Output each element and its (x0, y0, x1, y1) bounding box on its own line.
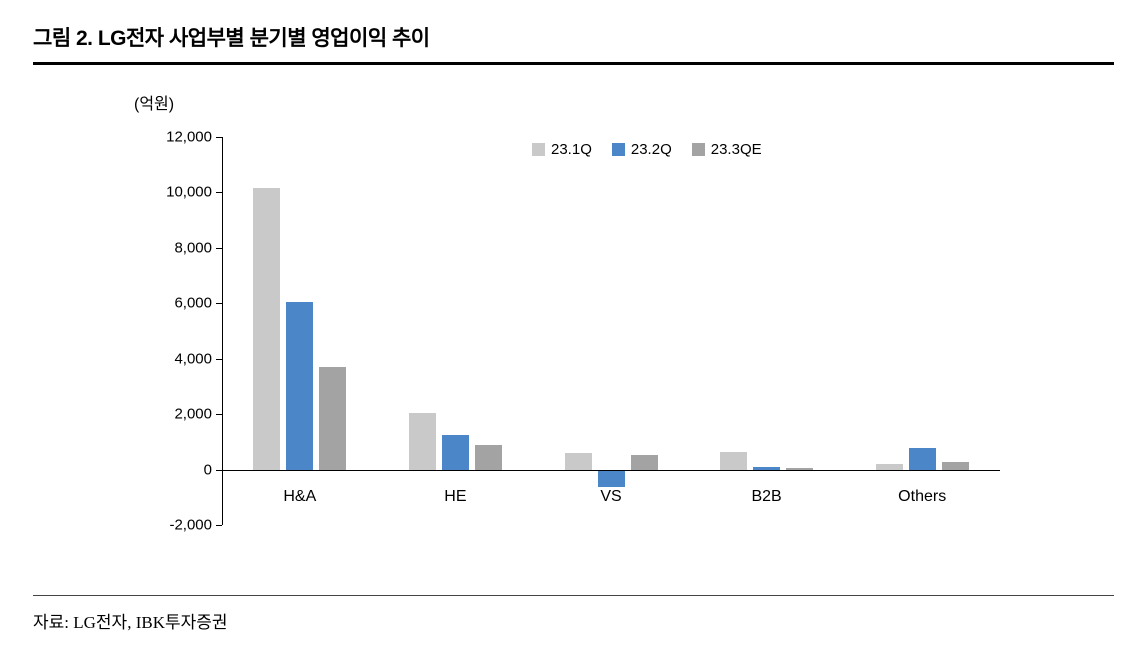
bar-23.3QE-B2B (786, 467, 814, 470)
y-tick-label: 0 (203, 461, 212, 479)
legend-swatch-23.3QE (691, 143, 705, 156)
legend-swatch-23.2Q (611, 143, 625, 156)
legend-item-23.3QE: 23.3QE (691, 141, 762, 158)
category-label-HE: HE (444, 487, 467, 505)
y-tick-label: -2,000 (169, 516, 212, 534)
category-label-B2B: B2B (751, 487, 782, 505)
legend-label-23.2Q: 23.2Q (630, 141, 672, 158)
legend-item-23.1Q: 23.1Q (532, 141, 592, 158)
bar-23.3QE-HE (474, 444, 502, 470)
y-tick-label: 2,000 (174, 405, 212, 423)
source-text: 자료: LG전자, IBK투자증권 (33, 613, 228, 632)
y-axis-line (222, 137, 223, 525)
figure-header: 그림 2. LG전자 사업부별 분기별 영업이익 추이 (33, 22, 1114, 65)
page-title: 그림 2. LG전자 사업부별 분기별 영업이익 추이 (33, 27, 430, 50)
bar-23.3QE-VS (630, 454, 658, 470)
y-tick-label: 6,000 (174, 294, 212, 312)
category-label-H&A: H&A (283, 487, 317, 505)
y-tick-mark (216, 358, 222, 360)
y-tick-label: 4,000 (174, 350, 212, 368)
y-tick-mark (216, 137, 222, 138)
category-label-Others: Others (898, 487, 947, 505)
bar-23.1Q-H&A (253, 188, 281, 470)
bar-23.1Q-VS (564, 453, 592, 470)
legend-label-23.3QE: 23.3QE (710, 141, 762, 158)
y-axis-unit-label: (억원) (134, 96, 175, 113)
bar-23.1Q-Others (875, 464, 903, 470)
bar-23.1Q-B2B (720, 451, 748, 470)
x-axis-zero-line (222, 469, 1000, 471)
legend-label-23.1Q: 23.1Q (551, 141, 592, 158)
y-tick-mark (216, 525, 222, 526)
y-tick-mark (216, 469, 222, 471)
y-tick-label: 12,000 (166, 128, 212, 146)
chart-legend: 23.1Q 23.2Q 23.3QE (532, 141, 762, 158)
legend-swatch-23.1Q (532, 143, 545, 156)
footer-divider (33, 595, 1114, 596)
bar-23.2Q-H&A (286, 302, 314, 470)
legend-item-23.2Q: 23.2Q (611, 141, 672, 158)
y-tick-label: 8,000 (174, 239, 212, 257)
bar-23.3QE-H&A (319, 367, 347, 470)
bar-23.1Q-HE (408, 413, 436, 470)
bar-23.2Q-HE (441, 434, 469, 470)
bar-23.2Q-VS (597, 470, 625, 487)
bar-23.2Q-B2B (753, 466, 781, 470)
y-tick-mark (216, 192, 222, 194)
y-tick-label: 10,000 (166, 183, 212, 201)
title-underline (33, 62, 1114, 65)
y-tick-mark (216, 414, 222, 416)
category-label-VS: VS (600, 487, 622, 505)
y-tick-mark (216, 247, 222, 249)
bar-23.2Q-Others (908, 447, 936, 470)
y-axis-tick-labels: 12,000 10,000 8,000 6,000 4,000 2,000 0 -2,000 (140, 129, 212, 534)
y-tick-mark (216, 303, 222, 305)
bar-23.3QE-Others (941, 461, 969, 470)
bar-chart: 23.1Q 23.2Q 23.3QE H&A HE VS B2B Others (216, 137, 1000, 526)
